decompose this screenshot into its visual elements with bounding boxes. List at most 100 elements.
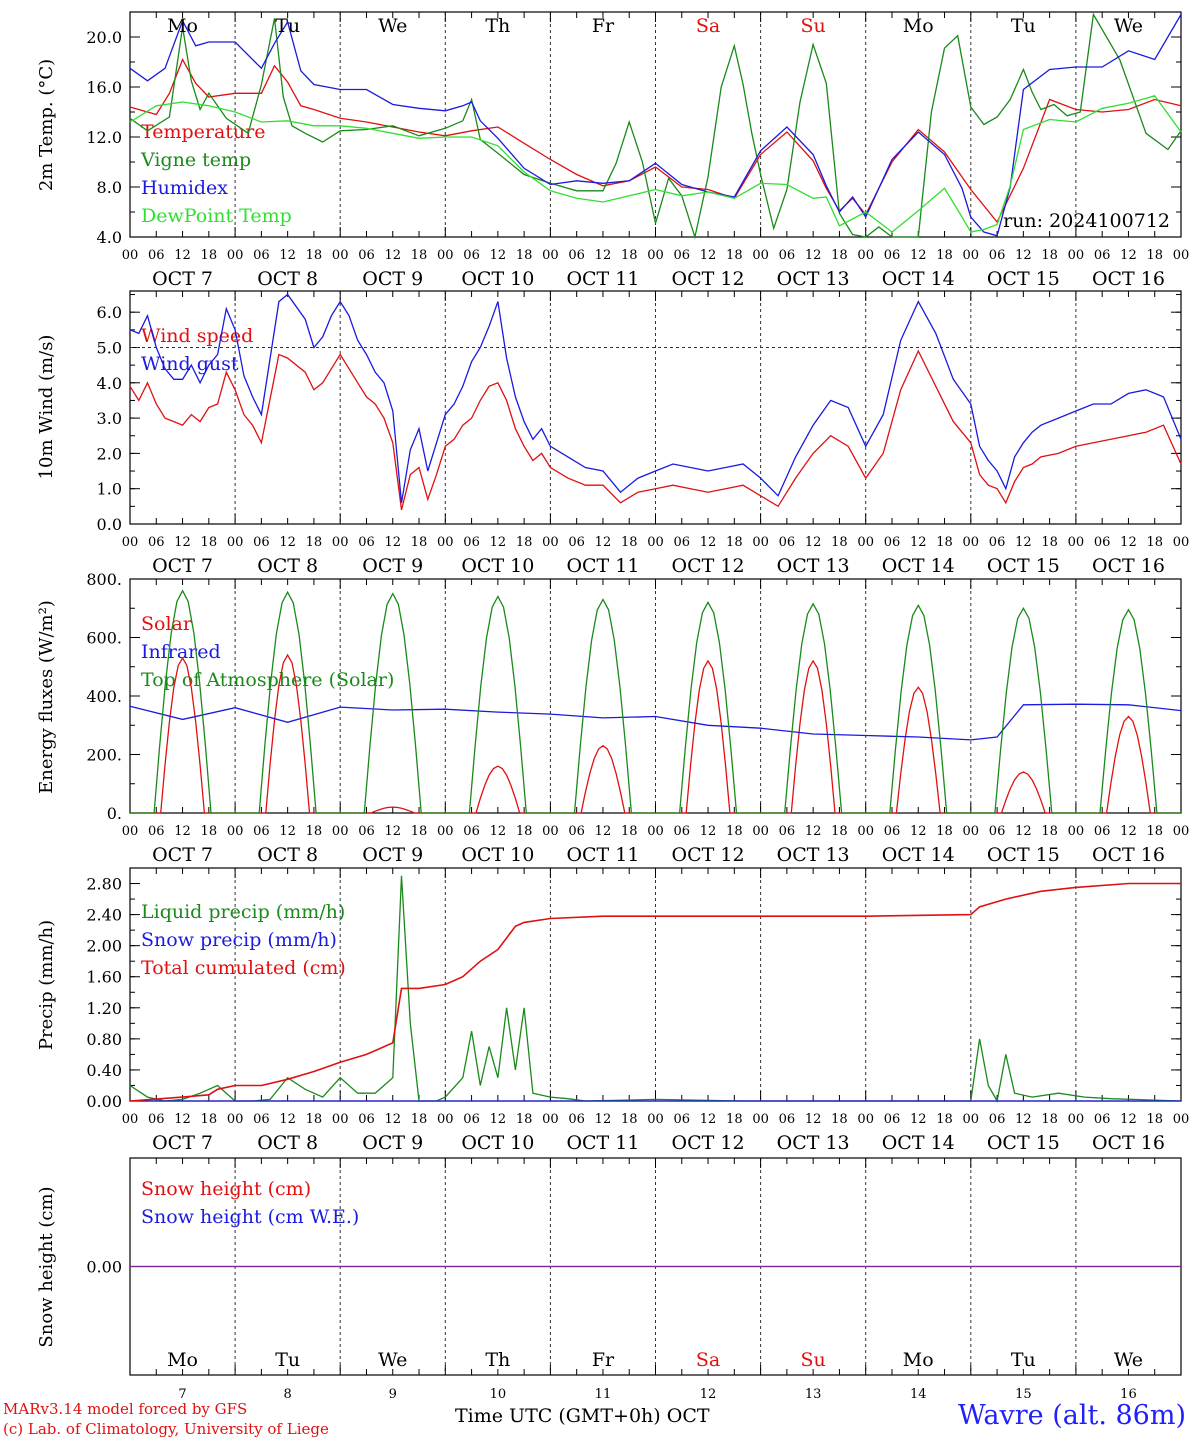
hour-tick-label: 18 bbox=[411, 248, 428, 263]
date-label: OCT 16 bbox=[1092, 268, 1165, 290]
hour-tick-label: 00 bbox=[963, 535, 980, 550]
hour-tick-label: 00 bbox=[542, 535, 559, 550]
hour-tick-label: 00 bbox=[963, 248, 980, 263]
hour-tick-label: 00 bbox=[857, 824, 874, 839]
hour-tick-label: 06 bbox=[884, 1112, 901, 1127]
hour-tick-label: 18 bbox=[726, 535, 743, 550]
series-line bbox=[129, 882, 1181, 1102]
legend-entry: Vigne temp bbox=[140, 149, 251, 171]
hour-tick-label: 00 bbox=[963, 824, 980, 839]
series-line bbox=[129, 293, 1182, 503]
hour-tick-label: 06 bbox=[253, 824, 270, 839]
hour-tick-label: 12 bbox=[1120, 824, 1137, 839]
y-axis-label: 10m Wind (m/s) bbox=[36, 335, 57, 480]
date-label: OCT 10 bbox=[461, 555, 534, 577]
hour-tick-label: 12 bbox=[700, 824, 717, 839]
hour-tick-label: 06 bbox=[779, 824, 796, 839]
hour-tick-label: 00 bbox=[963, 1112, 980, 1127]
hour-tick-label: 00 bbox=[227, 824, 244, 839]
hour-tick-label: 06 bbox=[568, 535, 585, 550]
date-label: OCT 10 bbox=[461, 844, 534, 866]
date-label: OCT 9 bbox=[362, 268, 423, 290]
hour-tick-label: 18 bbox=[936, 248, 953, 263]
hour-tick-label: 12 bbox=[174, 824, 191, 839]
date-label: OCT 12 bbox=[672, 555, 745, 577]
legend-entry: Solar bbox=[141, 613, 193, 635]
hour-tick-label: 12 bbox=[805, 824, 822, 839]
hour-tick-label: 12 bbox=[490, 535, 507, 550]
time-axis-label: Time UTC (GMT+0h) OCT bbox=[455, 1405, 710, 1427]
hour-tick-label: 06 bbox=[463, 248, 480, 263]
hour-tick-label: 00 bbox=[437, 248, 454, 263]
hour-tick-label: 00 bbox=[332, 1112, 349, 1127]
legend-entry: Wind speed bbox=[141, 325, 253, 347]
legend-entry: Total cumulated (cm) bbox=[141, 957, 346, 979]
hour-tick-label: 18 bbox=[306, 1112, 323, 1127]
y-tick-label: 0.40 bbox=[86, 1061, 122, 1080]
y-tick-label: 0.00 bbox=[86, 1258, 122, 1277]
hour-tick-label: 12 bbox=[490, 824, 507, 839]
hour-tick-label: 06 bbox=[884, 248, 901, 263]
series-line bbox=[129, 349, 1182, 511]
hour-tick-label: 12 bbox=[279, 248, 296, 263]
date-label: OCT 11 bbox=[566, 555, 639, 577]
hour-tick-label: 00 bbox=[1068, 248, 1085, 263]
hour-tick-label: 18 bbox=[1041, 1112, 1058, 1127]
hour-tick-label: 00 bbox=[647, 824, 664, 839]
date-label: OCT 14 bbox=[882, 268, 955, 290]
hour-tick-label: 12 bbox=[174, 248, 191, 263]
hour-tick-label: 12 bbox=[700, 1112, 717, 1127]
hour-tick-label: 18 bbox=[306, 535, 323, 550]
date-label: OCT 7 bbox=[152, 268, 213, 290]
hour-tick-label: 06 bbox=[568, 824, 585, 839]
hour-tick-label: 18 bbox=[831, 248, 848, 263]
y-tick-label: 0.0 bbox=[97, 515, 122, 534]
series-line bbox=[129, 875, 1182, 1103]
hour-tick-label: 06 bbox=[674, 535, 691, 550]
hour-tick-label: 00 bbox=[332, 248, 349, 263]
hour-tick-label: 18 bbox=[201, 248, 218, 263]
hour-tick-label: 06 bbox=[148, 535, 165, 550]
hour-tick-label: 12 bbox=[595, 535, 612, 550]
day-number-label: 14 bbox=[910, 1387, 927, 1402]
hour-tick-label: 12 bbox=[1015, 824, 1032, 839]
date-label: OCT 11 bbox=[566, 1132, 639, 1154]
hour-tick-label: 00 bbox=[122, 824, 139, 839]
hour-tick-label: 00 bbox=[857, 248, 874, 263]
date-label: OCT 13 bbox=[777, 268, 850, 290]
series-line bbox=[129, 14, 1182, 237]
legend-entry: Snow height (cm W.E.) bbox=[141, 1206, 359, 1228]
y-tick-label: 12.0 bbox=[86, 128, 122, 147]
hour-tick-label: 18 bbox=[306, 248, 323, 263]
date-label: OCT 11 bbox=[566, 844, 639, 866]
legend-entry: Top of Atmosphere (Solar) bbox=[141, 669, 394, 691]
date-label: OCT 12 bbox=[672, 1132, 745, 1154]
hour-tick-label: 06 bbox=[989, 248, 1006, 263]
day-number-label: 11 bbox=[595, 1387, 612, 1402]
hour-tick-label: 12 bbox=[279, 1112, 296, 1127]
hour-tick-label: 06 bbox=[358, 535, 375, 550]
hour-tick-label: 00 bbox=[227, 535, 244, 550]
date-label: OCT 16 bbox=[1092, 1132, 1165, 1154]
date-label: OCT 15 bbox=[987, 268, 1060, 290]
hour-tick-label: 06 bbox=[463, 824, 480, 839]
y-tick-label: 400. bbox=[86, 687, 122, 706]
day-name-label: Mo bbox=[903, 1349, 934, 1371]
date-label: OCT 10 bbox=[461, 268, 534, 290]
hour-tick-label: 12 bbox=[384, 535, 401, 550]
y-axis-label: Snow height (cm) bbox=[36, 1186, 57, 1347]
y-tick-label: 200. bbox=[86, 746, 122, 765]
legend-entry: Infrared bbox=[141, 641, 221, 663]
hour-tick-label: 00 bbox=[1068, 1112, 1085, 1127]
hour-tick-label: 00 bbox=[647, 248, 664, 263]
series-line bbox=[130, 589, 1181, 814]
hour-tick-label: 18 bbox=[201, 824, 218, 839]
hour-tick-label: 00 bbox=[647, 1112, 664, 1127]
day-number-label: 15 bbox=[1015, 1387, 1032, 1402]
hour-tick-label: 06 bbox=[463, 1112, 480, 1127]
plot-frame bbox=[129, 11, 1182, 238]
date-label: OCT 12 bbox=[672, 268, 745, 290]
hour-tick-label: 00 bbox=[542, 1112, 559, 1127]
hour-tick-label: 18 bbox=[1041, 248, 1058, 263]
hour-tick-label: 18 bbox=[516, 824, 533, 839]
